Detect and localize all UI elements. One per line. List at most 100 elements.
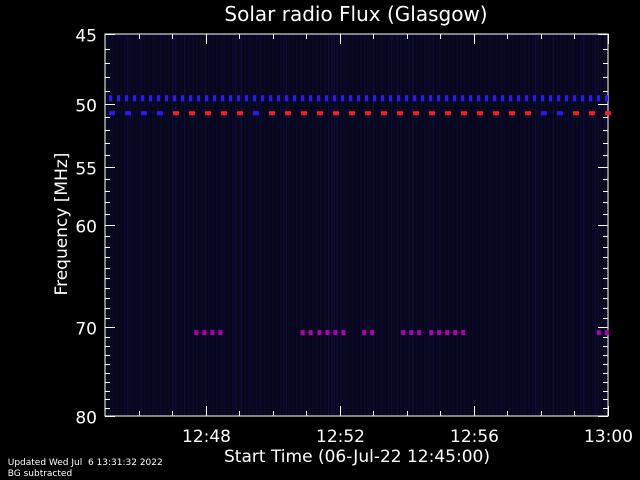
interference-mark — [429, 111, 435, 116]
noise-column — [184, 35, 185, 415]
interference-mark — [477, 111, 483, 116]
noise-column — [337, 35, 338, 415]
noise-column — [553, 35, 554, 415]
interference-mark — [341, 95, 344, 102]
noise-column — [280, 35, 281, 415]
interference-mark — [237, 95, 240, 102]
interference-mark — [501, 95, 504, 102]
noise-column — [286, 35, 287, 415]
noise-column — [205, 35, 206, 415]
noise-column — [382, 35, 383, 415]
interference-mark — [309, 95, 312, 102]
interference-mark — [581, 95, 584, 102]
y-tick-label: 70 — [75, 320, 97, 340]
burst-mark — [317, 330, 322, 336]
interference-mark — [317, 111, 323, 116]
x-tick-label: 12:52 — [316, 427, 365, 447]
interference-mark — [477, 95, 480, 102]
x-tick-label: 12:48 — [182, 427, 231, 447]
noise-column — [139, 35, 140, 415]
noise-column — [373, 35, 374, 415]
interference-mark — [237, 111, 243, 116]
x-tick-label: 13:00 — [584, 427, 633, 447]
noise-column — [340, 35, 341, 415]
interference-mark — [381, 111, 387, 116]
noise-column — [346, 35, 347, 415]
interference-mark — [605, 95, 608, 102]
x-tick-label: 12:56 — [450, 427, 499, 447]
interference-mark — [397, 95, 400, 102]
interference-mark — [165, 95, 168, 102]
interference-mark — [557, 111, 563, 116]
interference-mark — [381, 95, 384, 102]
band-layer — [109, 95, 611, 336]
interference-mark — [373, 95, 376, 102]
interference-mark — [205, 95, 208, 102]
burst-mark — [453, 330, 458, 336]
interference-mark — [541, 111, 547, 116]
interference-mark — [565, 95, 568, 102]
burst-mark — [341, 330, 346, 336]
interference-mark — [301, 95, 304, 102]
burst-mark — [325, 330, 330, 336]
noise-column — [223, 35, 224, 415]
interference-mark — [365, 95, 368, 102]
noise-column — [127, 35, 128, 415]
interference-mark — [125, 111, 131, 116]
burst-mark — [202, 330, 207, 336]
interference-mark — [157, 95, 160, 102]
noise-column — [256, 35, 257, 415]
burst-mark — [194, 330, 199, 336]
interference-mark — [141, 95, 144, 102]
interference-mark — [573, 95, 576, 102]
interference-mark — [125, 95, 128, 102]
noise-column — [130, 35, 131, 415]
noise-column — [457, 35, 458, 415]
plot-area-group — [104, 33, 611, 417]
interference-mark — [461, 95, 464, 102]
burst-mark — [218, 330, 223, 336]
y-tick-label: 50 — [75, 97, 97, 117]
burst-mark — [362, 330, 367, 336]
interference-mark — [269, 111, 275, 116]
noise-column — [427, 35, 428, 415]
interference-mark — [437, 95, 440, 102]
interference-mark — [333, 111, 339, 116]
burst-mark — [308, 330, 313, 336]
interference-mark — [445, 111, 451, 116]
noise-column — [424, 35, 425, 415]
plot-area — [104, 33, 609, 417]
y-tick-label: 45 — [75, 27, 97, 47]
noise-column — [142, 35, 143, 415]
interference-mark — [197, 95, 200, 102]
interference-mark — [117, 95, 120, 102]
interference-mark — [253, 95, 256, 102]
interference-mark — [277, 95, 280, 102]
interference-mark — [285, 95, 288, 102]
interference-mark — [141, 111, 147, 116]
interference-mark — [493, 95, 496, 102]
noise-column — [397, 35, 398, 415]
noise-column — [535, 35, 536, 415]
y-axis-label: Frequency [MHz] — [52, 153, 72, 296]
interference-mark — [589, 111, 595, 116]
noise-column — [460, 35, 461, 415]
interference-mark — [429, 95, 432, 102]
interference-mark — [421, 95, 424, 102]
interference-mark — [493, 111, 499, 116]
chart-title: Solar radio Flux (Glasgow) — [224, 2, 487, 26]
interference-mark — [525, 111, 531, 116]
noise-column — [400, 35, 401, 415]
noise-column — [196, 35, 197, 415]
interference-mark — [261, 95, 264, 102]
burst-mark — [437, 330, 442, 336]
x-axis-label: Start Time (06-Jul-22 12:45:00) — [224, 447, 490, 467]
interference-mark — [533, 95, 536, 102]
interference-mark — [189, 111, 195, 116]
noise-column — [241, 35, 242, 415]
interference-mark — [469, 95, 472, 102]
burst-mark — [604, 330, 609, 336]
interference-mark — [269, 95, 272, 102]
noise-column — [235, 35, 236, 415]
